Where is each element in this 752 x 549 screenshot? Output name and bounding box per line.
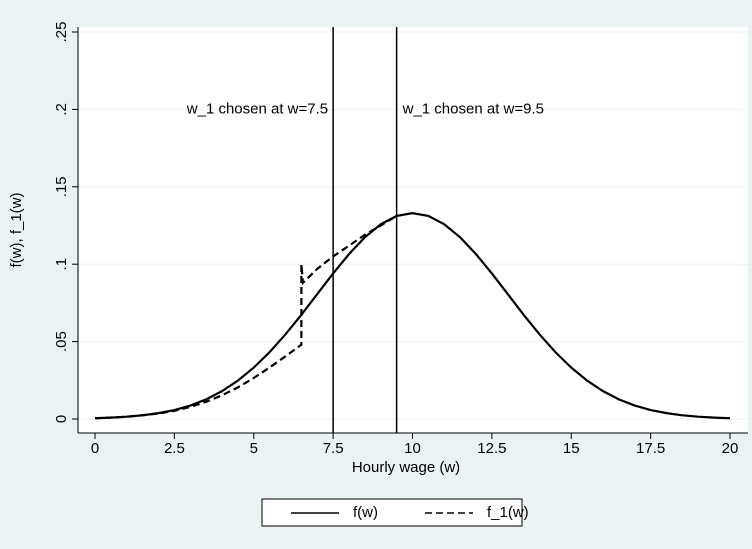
line-series <box>94 214 398 420</box>
y-tick-label: .05 <box>53 331 70 352</box>
x-tick-label: 15 <box>563 440 580 457</box>
y-tick-label: 0 <box>53 415 70 423</box>
x-tick-label: 12.5 <box>477 440 506 457</box>
annotation: w_1 chosen at w=7.5 <box>186 100 328 117</box>
legend-label: f(w) <box>353 504 378 521</box>
y-axis-label: f(w), f_1(w) <box>8 192 25 267</box>
legend-label: f_1(w) <box>487 504 529 521</box>
x-tick-label: 10 <box>404 440 421 457</box>
plot-area <box>78 27 748 433</box>
line-series <box>94 211 731 420</box>
x-tick-label: 5 <box>250 440 258 457</box>
y-tick-label: .15 <box>53 176 70 197</box>
x-tick-label: 17.5 <box>636 440 665 457</box>
x-tick-label: 2.5 <box>164 440 185 457</box>
x-tick-label: 20 <box>722 440 739 457</box>
y-tick-label: .2 <box>53 103 70 116</box>
y-tick-label: .1 <box>53 258 70 271</box>
x-tick-label: 7.5 <box>323 440 344 457</box>
y-tick-label: .25 <box>53 22 70 43</box>
x-axis-label: Hourly wage (w) <box>352 459 460 476</box>
annotation: w_1 chosen at w=9.5 <box>402 100 544 117</box>
x-tick-label: 0 <box>91 440 99 457</box>
